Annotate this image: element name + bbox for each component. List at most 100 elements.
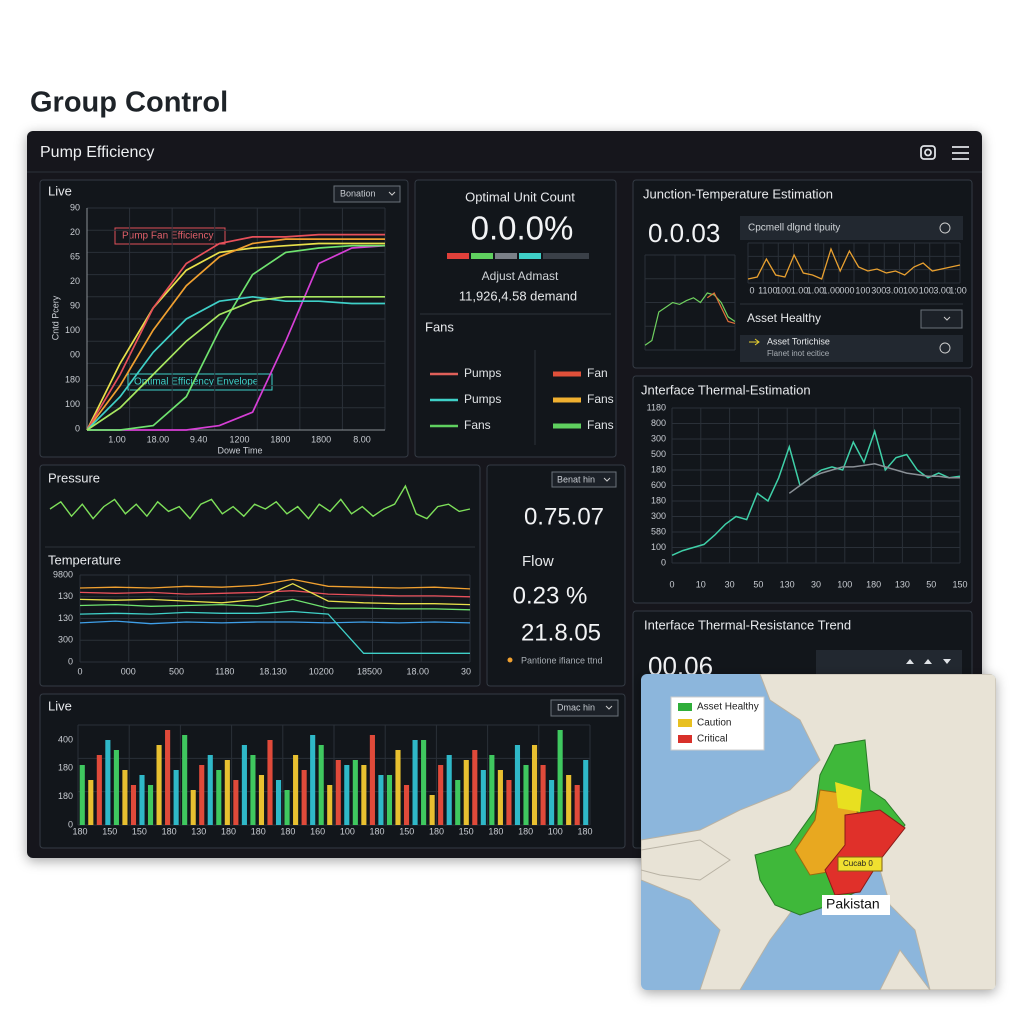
- x-axis-label: Dowe Time: [217, 445, 262, 455]
- y-tick-label: 0: [68, 656, 73, 666]
- bar: [472, 750, 478, 825]
- map-card[interactable]: Cucab 0 Pakistan Asset Healthy Caution Cri…: [641, 674, 996, 990]
- bar: [421, 740, 427, 825]
- bar: [122, 770, 128, 825]
- x-tick-label: 1100: [758, 285, 777, 295]
- legend-label: Pumps: [464, 392, 501, 406]
- x-tick-label: 30: [725, 579, 735, 589]
- y-tick-label: 300: [58, 635, 73, 645]
- bar: [386, 775, 393, 825]
- bar: [344, 765, 350, 825]
- y-tick-label: 130: [58, 613, 73, 623]
- refresh-icon[interactable]: [939, 222, 951, 234]
- unit-panel: [414, 179, 617, 458]
- camera-lens: [924, 148, 932, 157]
- bar: [489, 755, 495, 825]
- bar: [293, 755, 299, 825]
- header-icons[interactable]: [920, 145, 969, 160]
- note-title: Asset Tortichise: [767, 336, 830, 346]
- bar: [497, 770, 503, 825]
- x-tick-label: 180: [162, 826, 177, 836]
- note-text: Flanet inot ecitice: [767, 349, 830, 358]
- status-strip: [447, 253, 589, 259]
- bar: [549, 780, 555, 825]
- legend-label: Fans: [464, 418, 491, 432]
- strip-segment: [447, 253, 469, 259]
- series-line: [671, 428, 961, 556]
- bar: [190, 790, 196, 825]
- x-tick-label: 160: [310, 826, 325, 836]
- y-tick-label: 800: [651, 418, 666, 428]
- x-tick-label: 500: [169, 666, 184, 676]
- x-tick-label: 150: [132, 826, 147, 836]
- dropdown-label: Dmac hin: [557, 702, 595, 712]
- y-tick-label: 180: [651, 464, 666, 474]
- bar: [241, 745, 247, 825]
- inner-header: [740, 216, 963, 240]
- annotation: Pump Fan Efficiency: [122, 231, 214, 242]
- x-tick-label: 10200: [309, 666, 334, 676]
- bar: [147, 785, 154, 825]
- dropdown[interactable]: [920, 309, 963, 329]
- series-line: [79, 598, 471, 611]
- chevron: [388, 191, 396, 196]
- legend-label: Fans: [587, 418, 614, 432]
- x-tick-label: 180: [280, 826, 295, 836]
- series-line: [86, 295, 385, 431]
- bar: [258, 775, 265, 825]
- bar: [455, 780, 461, 825]
- x-tick-label: 100: [855, 285, 870, 295]
- legend-swatch: [678, 735, 692, 743]
- y-axis-label: Cntd Pcery: [50, 295, 60, 340]
- legend-label: Fans: [587, 392, 614, 406]
- bar: [318, 745, 324, 825]
- bar: [182, 735, 188, 825]
- x-tick-label: 10: [696, 579, 706, 589]
- x-tick-label: 180: [429, 826, 444, 836]
- dropdown[interactable]: [333, 185, 401, 203]
- refresh-icon[interactable]: [939, 342, 951, 354]
- dropdown[interactable]: [551, 471, 617, 488]
- series-line: [747, 247, 961, 280]
- asset-label: Asset Healthy: [747, 311, 821, 325]
- y-tick-label: 00: [70, 350, 80, 360]
- bar: [369, 735, 375, 825]
- chevron: [603, 477, 611, 482]
- camera-icon[interactable]: [920, 145, 936, 160]
- bar: [156, 745, 162, 825]
- dropdown[interactable]: [550, 699, 619, 717]
- y-tick-label: 180: [58, 763, 73, 773]
- y-tick-label: 100: [65, 325, 80, 335]
- inner-title: Cpcmell dlgnd tlpuity: [748, 223, 840, 234]
- x-tick-label: 000: [840, 285, 855, 295]
- bar: [429, 795, 435, 825]
- x-tick-label: 150: [459, 826, 474, 836]
- panel-title: Interface Thermal-Resistance Trend: [644, 617, 851, 632]
- control-box[interactable]: [816, 650, 962, 675]
- x-tick-label: 1180: [215, 666, 234, 676]
- series-line: [86, 295, 385, 431]
- arrows[interactable]: [906, 659, 951, 664]
- x-tick-label: 18.130: [259, 666, 287, 676]
- x-tick-label: 1800: [270, 434, 290, 444]
- bar: [224, 760, 230, 825]
- y-tick-label: 1180: [647, 402, 666, 412]
- kpi-demand: 11,926,4.58 demand: [459, 288, 577, 303]
- bar: [233, 780, 239, 825]
- x-tick-label: 180: [518, 826, 533, 836]
- menu-icon[interactable]: [952, 146, 969, 160]
- bar: [566, 775, 572, 825]
- x-tick-label: 180: [488, 826, 503, 836]
- y-tick-label: 180: [651, 495, 666, 505]
- kpi-title: Optimal Unit Count: [465, 189, 575, 204]
- legend-label: Fan: [587, 366, 608, 380]
- x-tick-label: 100: [340, 826, 355, 836]
- panel-title: Live: [48, 183, 72, 198]
- y-tick-label: 100: [651, 542, 666, 552]
- y-tick-label: 100: [65, 399, 80, 409]
- region-tag: [837, 856, 883, 872]
- x-tick-label: 130: [780, 579, 795, 589]
- bar: [207, 755, 213, 825]
- strip-segment: [471, 253, 493, 259]
- bar: [395, 750, 401, 825]
